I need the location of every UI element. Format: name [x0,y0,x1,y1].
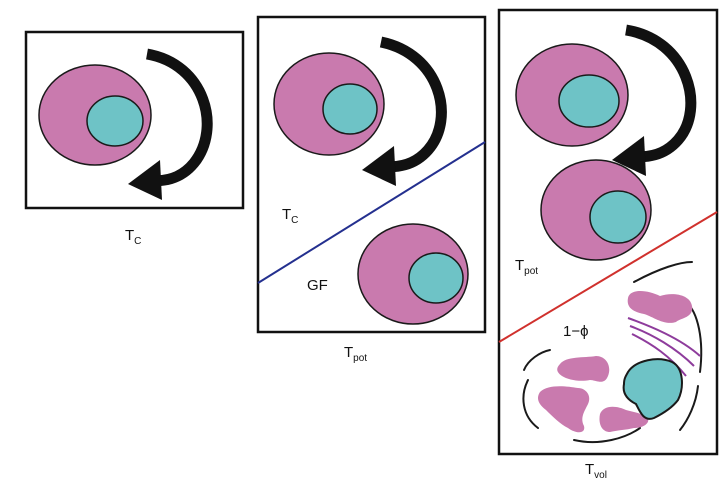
membrane-fragment [679,385,699,431]
caption-tpot: Tpot [344,344,367,364]
cell-nucleus [86,95,144,147]
panel-tc [24,30,245,210]
region-label-tpot: Tpot [515,257,538,277]
curved-cycle-arrow-icon [362,36,447,186]
fragmented-cell [522,261,703,444]
curved-cycle-arrow-icon [612,24,697,176]
membrane-fragment [523,349,551,371]
cell-nucleus [408,252,464,304]
region-label-gf: GF [307,277,328,294]
boundary-line [257,141,486,284]
cell-nucleus [558,74,620,128]
panel-tpot: TC GF [256,15,487,334]
panel-tvol: Tpot 1−ϕ [497,8,719,456]
cytoplasm-fragment [538,386,590,433]
membrane-fragment [573,427,641,444]
spindle-line [627,317,701,357]
caption-tvol: Tvol [585,461,607,481]
cell-nucleus [589,190,647,244]
membrane-fragment [522,379,539,429]
curved-cycle-arrow-icon [128,48,213,200]
membrane-fragment [633,261,693,283]
region-label-tc: TC [282,206,298,226]
spindle-line [631,333,687,377]
cytoplasm-fragment [627,291,693,323]
spindle-line [629,325,695,367]
boundary-line [498,211,718,343]
cell-nucleus [322,83,378,135]
caption-tc: TC [125,227,141,247]
region-label-one-minus-phi: 1−ϕ [563,323,589,340]
panel-frame [497,8,719,456]
cytoplasm-fragment [557,356,610,382]
panel-frame [24,30,245,210]
cytoplasm-fragment [599,406,649,432]
nucleus-fragment [622,358,683,420]
panel-frame [256,15,487,334]
